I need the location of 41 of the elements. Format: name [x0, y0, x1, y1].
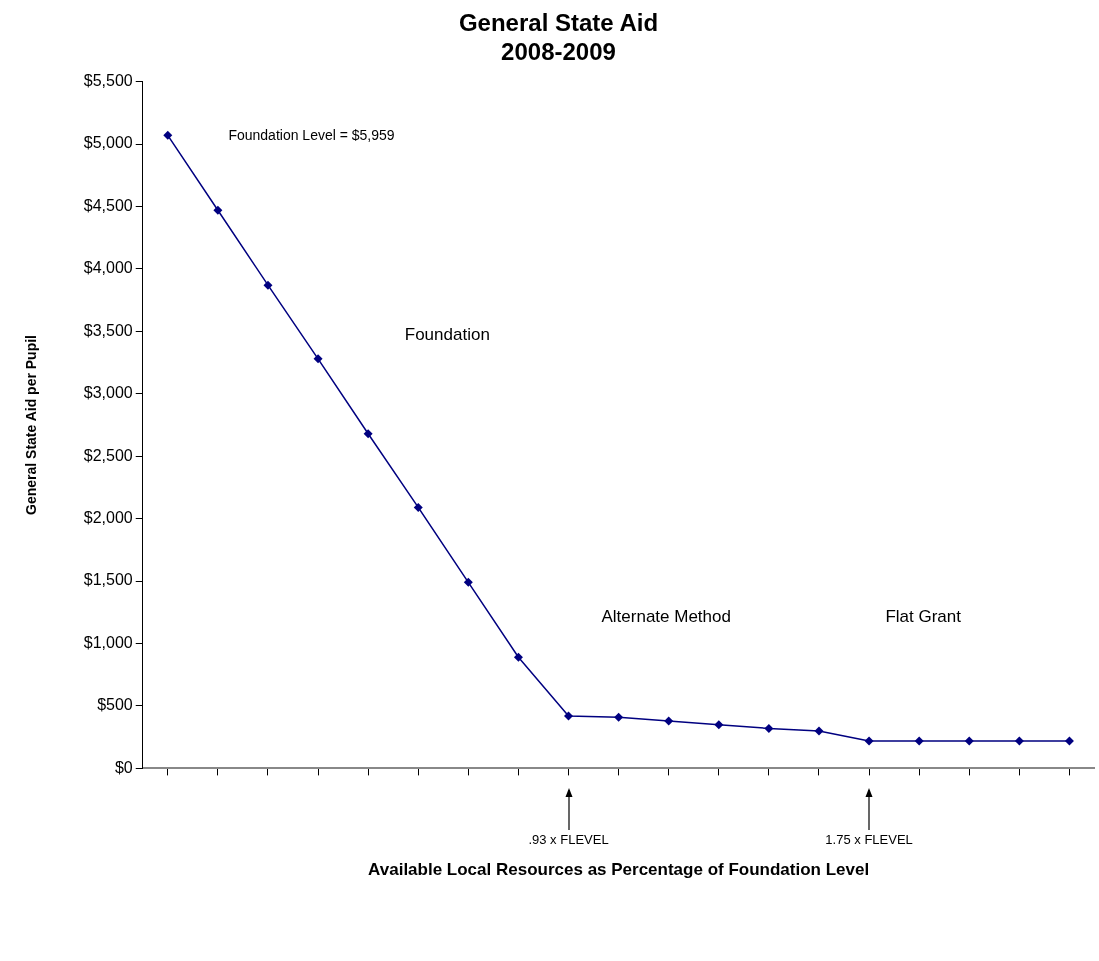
y-tick-label: $500 [97, 696, 133, 714]
y-tick-label: $4,500 [83, 196, 133, 214]
y-tick-label: $4,000 [83, 259, 133, 277]
point [463, 577, 473, 587]
y-tick-label: $5,500 [83, 72, 133, 90]
y-axis-title: General State Aid per Pupil [23, 335, 40, 515]
annotation: Foundation Level = $5,959 [228, 127, 395, 144]
annotation: Foundation [404, 325, 490, 345]
chart-subtitle: 2008-2009 [501, 37, 616, 65]
chart-title: General State Aid [458, 9, 659, 37]
point [864, 736, 874, 746]
point [413, 502, 423, 512]
y-tick-label: $3,500 [83, 321, 133, 339]
point [564, 711, 574, 721]
text: .93 x FLEVEL [528, 831, 609, 847]
y-tick-label: $3,000 [83, 384, 133, 402]
point [513, 652, 523, 662]
annotation: Flat Grant [885, 606, 962, 626]
y-tick-label: $1,000 [83, 633, 133, 651]
point [263, 280, 273, 290]
x-axis-title: Available Local Resources as Percentage of Foundation Level [368, 860, 870, 880]
point [764, 723, 774, 733]
point [363, 429, 373, 439]
point [714, 720, 724, 730]
y-tick-label: $1,500 [83, 571, 133, 589]
y-tick-label: $2,000 [83, 509, 133, 527]
point [664, 716, 674, 726]
point [814, 726, 824, 736]
annotation: Alternate Method [601, 606, 731, 626]
text: 1.75 x FLEVEL [825, 831, 913, 847]
point [163, 130, 173, 140]
point [213, 205, 223, 215]
y-tick-label: $5,000 [83, 134, 133, 152]
point [1014, 736, 1024, 746]
point [964, 736, 974, 746]
point [914, 736, 924, 746]
point [1064, 736, 1074, 746]
point [313, 354, 323, 364]
y-tick-label: $2,500 [83, 446, 133, 464]
point [614, 712, 624, 722]
y-tick-label: $0 [114, 758, 133, 776]
